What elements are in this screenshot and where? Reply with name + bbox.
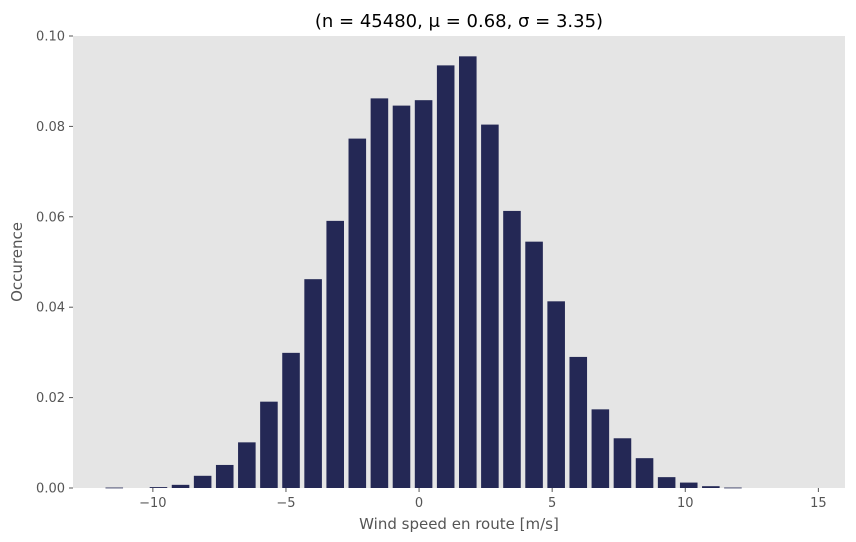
bar-27 (702, 486, 720, 488)
bar-13 (392, 105, 411, 489)
x-tick-label: −10 (139, 496, 166, 511)
bar-5 (215, 464, 234, 488)
bar-23 (613, 438, 632, 488)
bar-24 (635, 458, 654, 488)
chart-title: (n = 45480, μ = 0.68, σ = 3.35) (315, 11, 603, 32)
x-tick-label: 5 (548, 496, 556, 511)
y-tick-label: 0.04 (36, 301, 65, 316)
bar-9 (304, 279, 322, 488)
bar-28 (724, 487, 742, 489)
bar-12 (370, 98, 389, 488)
y-axis-ticks: 0.00 0.02 0.04 0.06 0.08 0.10 (36, 30, 73, 497)
y-tick-label: 0.06 (36, 210, 65, 225)
bar-20 (547, 301, 565, 488)
bar-0 (105, 487, 124, 489)
y-tick-label: 0.00 (36, 482, 65, 497)
y-tick-label: 0.10 (36, 30, 65, 45)
bar-3 (171, 484, 190, 488)
bar-2 (149, 487, 168, 488)
x-tick-label: −5 (276, 496, 295, 511)
bar-22 (591, 409, 610, 488)
bar-19 (525, 241, 543, 488)
bar-4 (193, 475, 212, 488)
bar-15 (436, 65, 455, 488)
bar-11 (348, 138, 367, 488)
x-axis-ticks: −10 −5 0 5 10 15 (139, 488, 827, 511)
bar-10 (326, 220, 344, 488)
bar-8 (282, 352, 300, 488)
bar-26 (679, 482, 698, 488)
x-tick-label: 10 (677, 496, 694, 511)
bars-group (105, 56, 742, 489)
bar-6 (238, 442, 256, 488)
y-tick-label: 0.02 (36, 391, 65, 406)
x-tick-label: 0 (415, 496, 423, 511)
x-axis-label: Wind speed en route [m/s] (359, 515, 559, 533)
bar-21 (569, 356, 588, 488)
x-tick-label: 15 (810, 496, 827, 511)
bar-14 (414, 100, 433, 489)
bar-17 (481, 124, 499, 488)
bar-16 (459, 56, 477, 489)
y-tick-label: 0.08 (36, 120, 65, 135)
bar-18 (503, 210, 521, 489)
bar-7 (260, 401, 278, 488)
bar-25 (657, 477, 676, 488)
y-axis-label: Occurence (8, 222, 26, 302)
